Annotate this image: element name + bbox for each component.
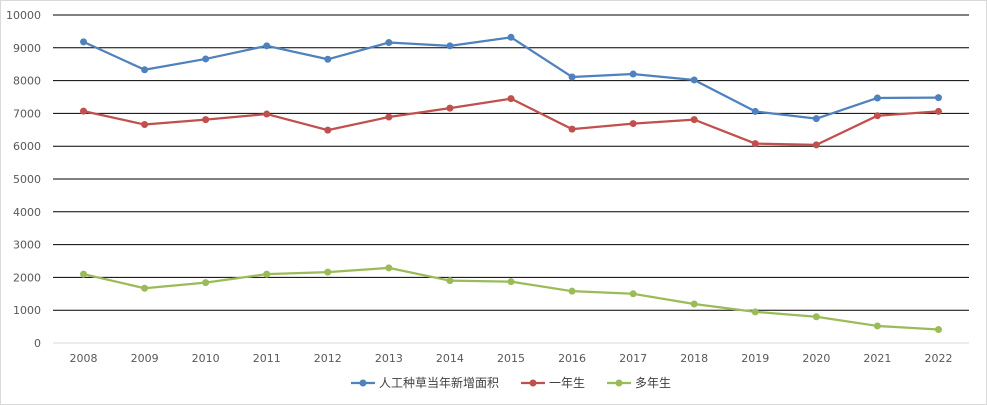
grid-lines xyxy=(53,14,969,344)
y-axis-ticks: 0 1000 2000 3000 4000 5000 6000 7000 8000 9000 100… xyxy=(6,9,41,350)
x-tick-label: 2017 xyxy=(619,352,647,365)
data-point xyxy=(385,113,393,121)
data-point xyxy=(629,120,637,128)
legend-item: 人工种草当年新增面积 xyxy=(350,375,499,390)
data-point xyxy=(812,141,820,149)
data-point xyxy=(202,116,210,124)
y-tick-label: 9000 xyxy=(13,42,41,55)
y-tick-label: 3000 xyxy=(13,239,41,252)
data-point xyxy=(751,308,759,316)
data-point xyxy=(934,107,942,115)
x-axis-ticks: 2008 2009 2010 2011 2012 2013 2014 2015 2016 2017… xyxy=(70,352,953,365)
x-tick-label: 2008 xyxy=(70,352,98,365)
y-tick-label: 5000 xyxy=(13,173,41,186)
legend-swatch-marker xyxy=(615,379,623,387)
data-point xyxy=(751,140,759,148)
x-tick-label: 2013 xyxy=(375,352,403,365)
x-tick-label: 2015 xyxy=(497,352,525,365)
data-point xyxy=(934,326,942,334)
data-point xyxy=(263,270,271,278)
data-point xyxy=(507,95,515,103)
data-point xyxy=(202,55,210,63)
series-2 xyxy=(80,95,942,149)
y-tick-label: 6000 xyxy=(13,140,41,153)
series-line xyxy=(83,36,939,120)
y-tick-label: 2000 xyxy=(13,271,41,284)
y-tick-label: 0 xyxy=(34,337,41,350)
x-tick-label: 2022 xyxy=(924,352,952,365)
series-1 xyxy=(80,33,942,123)
data-point xyxy=(80,38,88,46)
data-point xyxy=(263,42,271,50)
y-tick-label: 8000 xyxy=(13,75,41,88)
data-point xyxy=(446,42,454,50)
data-point xyxy=(751,107,759,115)
x-tick-label: 2012 xyxy=(314,352,342,365)
data-point xyxy=(934,94,942,102)
legend: 人工种草当年新增面积 一年生 多年生 xyxy=(350,375,671,390)
legend-swatch-marker xyxy=(359,379,367,387)
x-tick-label: 2021 xyxy=(863,352,891,365)
y-tick-label: 10000 xyxy=(6,9,41,22)
legend-item: 多年生 xyxy=(607,376,671,390)
data-point xyxy=(385,264,393,272)
data-point xyxy=(629,70,637,78)
data-point xyxy=(568,73,576,81)
x-tick-label: 2010 xyxy=(192,352,220,365)
x-tick-label: 2009 xyxy=(131,352,159,365)
series-line xyxy=(83,97,939,147)
data-point xyxy=(873,94,881,102)
data-point xyxy=(446,277,454,285)
x-tick-label: 2016 xyxy=(558,352,586,365)
y-tick-label: 7000 xyxy=(13,107,41,120)
legend-item: 一年生 xyxy=(520,376,585,390)
data-point xyxy=(324,126,332,134)
data-point xyxy=(629,290,637,298)
data-point xyxy=(507,278,515,286)
data-point xyxy=(385,39,393,47)
data-point xyxy=(568,125,576,133)
y-tick-label: 4000 xyxy=(13,206,41,219)
data-point xyxy=(690,116,698,124)
legend-label: 一年生 xyxy=(549,376,585,390)
data-point xyxy=(141,66,149,74)
data-point xyxy=(568,287,576,295)
x-tick-label: 2014 xyxy=(436,352,464,365)
data-point xyxy=(263,110,271,118)
x-tick-label: 2019 xyxy=(741,352,769,365)
data-point xyxy=(446,104,454,112)
data-point xyxy=(873,322,881,330)
legend-label: 多年生 xyxy=(635,376,671,390)
data-point xyxy=(812,115,820,123)
data-point xyxy=(690,76,698,84)
data-point xyxy=(324,268,332,276)
data-point xyxy=(690,300,698,308)
data-point xyxy=(873,112,881,120)
series-3 xyxy=(80,264,942,334)
data-point xyxy=(80,270,88,278)
legend-swatch-marker xyxy=(529,379,537,387)
x-tick-label: 2020 xyxy=(802,352,830,365)
data-point xyxy=(812,313,820,321)
data-point xyxy=(507,33,515,41)
legend-label: 人工种草当年新增面积 xyxy=(379,375,499,390)
data-point xyxy=(324,55,332,63)
data-point xyxy=(80,107,88,115)
data-point xyxy=(141,284,149,292)
series-lines xyxy=(80,33,942,334)
x-tick-label: 2018 xyxy=(680,352,708,365)
data-point xyxy=(141,121,149,129)
data-point xyxy=(202,279,210,287)
x-tick-label: 2011 xyxy=(253,352,281,365)
y-tick-label: 1000 xyxy=(13,304,41,317)
